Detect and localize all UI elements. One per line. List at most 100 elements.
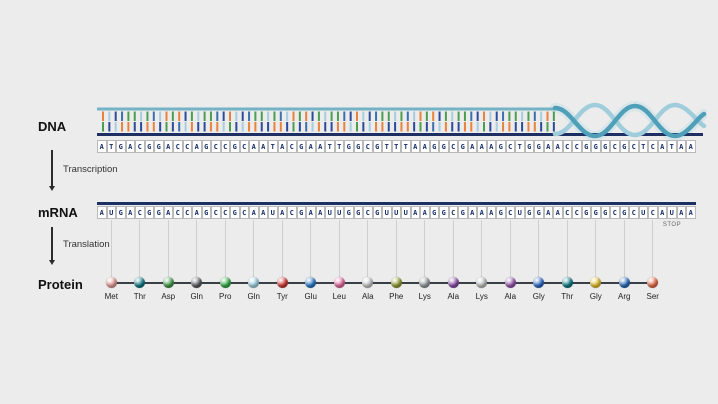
nucleotide-box: C <box>173 206 183 219</box>
amino-acid-label: Ala <box>361 292 374 301</box>
nucleotide-box: T <box>401 140 411 153</box>
nucleotide-box: A <box>306 206 316 219</box>
amino-acid-label: Gln <box>247 292 260 301</box>
nucleotide-box: U <box>667 206 677 219</box>
codon-connector-line <box>595 220 597 283</box>
amino-acid-label: Ala <box>504 292 517 301</box>
nucleotide-box: U <box>268 206 278 219</box>
nucleotide-box: G <box>372 140 382 153</box>
nucleotide-box: G <box>496 140 506 153</box>
codon-connector-line <box>481 220 483 283</box>
amino-acid-label: Ser <box>646 292 659 301</box>
nucleotide-box: U <box>325 206 335 219</box>
nucleotide-box: U <box>106 206 116 219</box>
codon-connector-line <box>566 220 568 283</box>
nucleotide-box: A <box>657 140 667 153</box>
nucleotide-box: C <box>135 206 145 219</box>
codon-connector-line <box>196 220 198 283</box>
nucleotide-box: T <box>391 140 401 153</box>
nucleotide-box: U <box>515 206 525 219</box>
nucleotide-box: T <box>515 140 525 153</box>
codon-connector-line <box>452 220 454 283</box>
amino-acid-label: Phe <box>389 292 404 301</box>
nucleotide-box: C <box>648 206 658 219</box>
nucleotide-box: G <box>534 206 544 219</box>
nucleotide-box: A <box>686 140 696 153</box>
nucleotide-box: A <box>477 140 487 153</box>
nucleotide-box: G <box>429 140 439 153</box>
amino-acid-label: Arg <box>618 292 631 301</box>
nucleotide-box: C <box>610 206 620 219</box>
nucleotide-box: C <box>287 206 297 219</box>
codon-connector-line <box>224 220 226 283</box>
nucleotide-box: G <box>344 206 354 219</box>
nucleotide-box: A <box>686 206 696 219</box>
nucleotide-box: G <box>581 140 591 153</box>
nucleotide-box: A <box>125 140 135 153</box>
nucleotide-box: U <box>382 206 392 219</box>
nucleotide-box: C <box>239 206 249 219</box>
nucleotide-box: G <box>372 206 382 219</box>
nucleotide-box: A <box>277 206 287 219</box>
nucleotide-box: C <box>182 206 192 219</box>
amino-acid-label: Gly <box>532 292 545 301</box>
nucleotide-box: G <box>439 140 449 153</box>
dna-section-label: DNA <box>38 119 67 134</box>
nucleotide-box: A <box>420 206 430 219</box>
nucleotide-box: A <box>486 140 496 153</box>
nucleotide-box: A <box>543 206 553 219</box>
nucleotide-box: A <box>410 206 420 219</box>
nucleotide-box: A <box>676 140 686 153</box>
nucleotide-box: C <box>363 206 373 219</box>
nucleotide-box: G <box>230 140 240 153</box>
nucleotide-box: G <box>458 206 468 219</box>
amino-acid-label: Thr <box>561 292 574 301</box>
codon-connector-line <box>281 220 283 283</box>
nucleotide-box: A <box>249 206 259 219</box>
nucleotide-box: G <box>344 140 354 153</box>
nucleotide-box: T <box>325 140 335 153</box>
nucleotide-box: T <box>382 140 392 153</box>
nucleotide-box: G <box>524 140 534 153</box>
amino-acid-label: Lys <box>475 292 488 301</box>
codon-connector-line <box>338 220 340 283</box>
nucleotide-box: G <box>600 206 610 219</box>
nucleotide-box: G <box>619 140 629 153</box>
dna-double-helix-graphic <box>97 100 707 140</box>
translation-arrow <box>51 227 53 260</box>
translation-label: Translation <box>63 239 110 250</box>
nucleotide-box: U <box>638 206 648 219</box>
mrna-section-label: mRNA <box>38 205 78 220</box>
nucleotide-box: T <box>334 140 344 153</box>
nucleotide-box: G <box>581 206 591 219</box>
nucleotide-box: A <box>467 206 477 219</box>
codon-connector-line <box>424 220 426 283</box>
nucleotide-box: A <box>315 206 325 219</box>
amino-acid-label: Pro <box>219 292 232 301</box>
nucleotide-box: C <box>610 140 620 153</box>
codon-connector-line <box>509 220 511 283</box>
nucleotide-box: C <box>572 140 582 153</box>
amino-acid-label: Glu <box>304 292 317 301</box>
stop-codon-label: STOP <box>662 222 682 228</box>
nucleotide-box: G <box>534 140 544 153</box>
nucleotide-box: U <box>334 206 344 219</box>
amino-acid-label: Met <box>104 292 118 301</box>
nucleotide-box: C <box>448 140 458 153</box>
nucleotide-box: C <box>629 140 639 153</box>
nucleotide-box: C <box>505 140 515 153</box>
nucleotide-box: A <box>97 140 107 153</box>
nucleotide-box: C <box>239 140 249 153</box>
nucleotide-box: A <box>420 140 430 153</box>
nucleotide-box: A <box>657 206 667 219</box>
nucleotide-box: A <box>477 206 487 219</box>
nucleotide-box: T <box>268 140 278 153</box>
nucleotide-box: C <box>629 206 639 219</box>
codon-connector-line <box>167 220 169 283</box>
nucleotide-box: T <box>106 140 116 153</box>
nucleotide-box: C <box>182 140 192 153</box>
nucleotide-box: G <box>429 206 439 219</box>
nucleotide-box: G <box>230 206 240 219</box>
nucleotide-box: U <box>391 206 401 219</box>
